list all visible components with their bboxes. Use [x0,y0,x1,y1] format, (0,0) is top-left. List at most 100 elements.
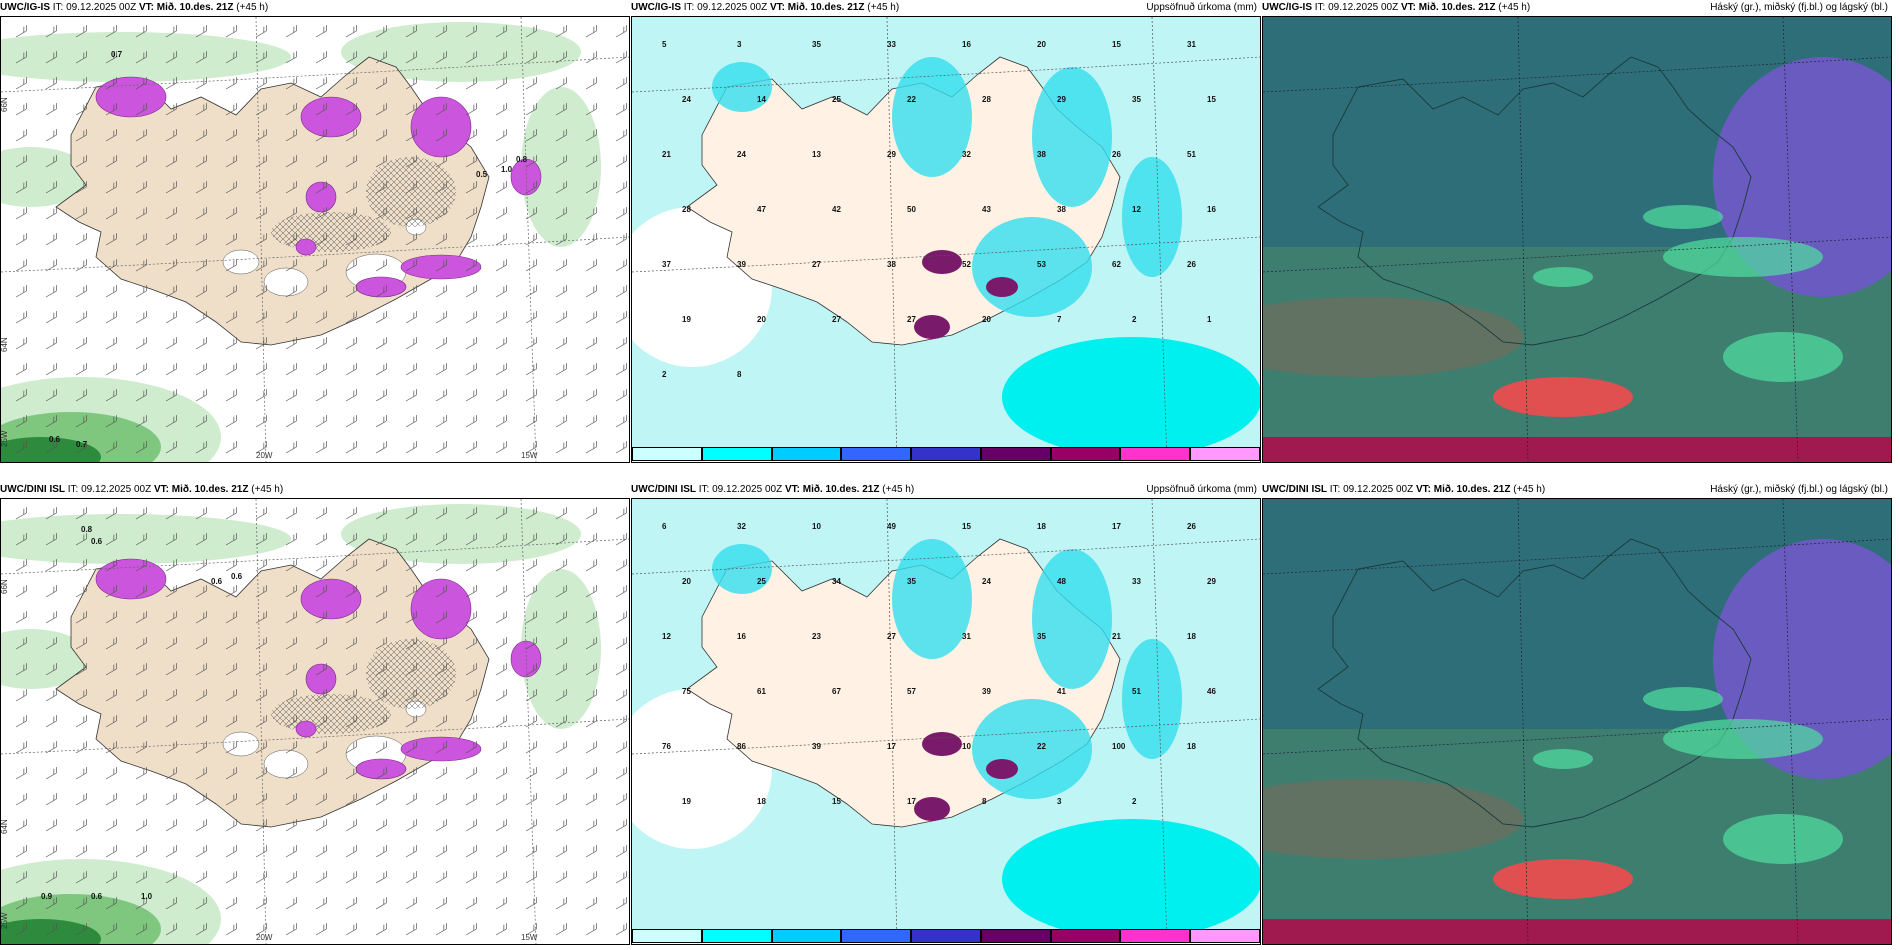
wind-barb [315,415,327,428]
wind-barb [375,25,387,38]
wind-barb [195,51,207,64]
mid-cloud-band [1663,237,1823,277]
map-frame[interactable] [1262,498,1892,945]
precip-value: 31 [1187,40,1196,49]
colorbar-label: 200 [1122,461,1137,462]
wind-barb [555,181,567,194]
wind-barb [495,611,507,624]
wind-barb [525,767,537,780]
wind-barb [255,285,267,298]
wind-barb [495,507,507,520]
wind-barb [225,389,237,402]
wind-barb [165,415,177,428]
wind-barb [255,871,267,884]
wind-barb [435,585,447,598]
graticule-line [632,236,1260,273]
wind-barb [465,871,477,884]
wind-barb [255,845,267,858]
wind-barb [105,259,117,272]
wind-barb [525,389,537,402]
wind-barb [525,363,537,376]
wind-barb [375,585,387,598]
graticule-line [1263,718,1891,755]
wind-barb [105,441,117,454]
wind-barb [195,663,207,676]
wind-barb [255,715,267,728]
precip-max [922,732,962,756]
wind-barb [405,871,417,884]
wind-barb [555,363,567,376]
wind-barb [555,767,567,780]
wind-barb [555,233,567,246]
precip-value: 18 [1187,632,1196,641]
mid-cloud-band [1723,814,1843,864]
wind-barb [165,663,177,676]
wind-barb [75,207,87,220]
map-frame[interactable] [1262,16,1892,463]
wind-barb [585,285,597,298]
map-frame[interactable]: 0.7 0.6 0.7 1.0 0.8 0.5 66N 64N 25W 20W 15W [0,16,630,463]
map-frame[interactable]: 5 3 35 33 16 20 15 31 24 14 25 22 28 29 35 15 21 24 13 29 32… [631,16,1261,463]
wind-barb [465,715,477,728]
wind-barb [315,25,327,38]
wind-barb [585,871,597,884]
wind-barb [405,585,417,598]
precip-value: 43 [982,205,991,214]
wind-barb [15,793,27,806]
wind-barb [375,103,387,116]
wind-barb [225,611,237,624]
wind-barb [75,77,87,90]
wind-barb [375,259,387,272]
wind-barb [195,611,207,624]
panel-header: UWC/IG-IS IT: 09.12.2025 00Z VT: Mið. 10… [1262,0,1892,16]
wind-barb [315,259,327,272]
wind-barb [585,611,597,624]
wind-barb [15,845,27,858]
wind-barb [165,689,177,702]
wind-barb [225,155,237,168]
precip-value: 16 [1207,205,1216,214]
wind-barb [165,637,177,650]
wind-barb [615,741,627,754]
wind-barb [75,337,87,350]
wind-barb [285,507,297,520]
wind-barb [285,389,297,402]
precip-value: 35 [812,40,821,49]
wind-barb [585,233,597,246]
wind-barb [165,767,177,780]
precip-value: 29 [1207,577,1216,586]
wind-barb [435,507,447,520]
wind-barb [585,533,597,546]
wind-barb [195,871,207,884]
precip-max [922,250,962,274]
wind-barb [375,337,387,350]
wind-barb [255,741,267,754]
cloud-area [521,87,601,247]
wind-barb [165,441,177,454]
wind-barb [165,337,177,350]
map-frame[interactable]: 6 32 10 49 15 18 17 26 20 25 34 35 24 48 33 29 12 16 23 27 3… [631,498,1261,945]
wind-barb [255,389,267,402]
wind-barb [615,767,627,780]
wind-barb [225,533,237,546]
map-frame[interactable]: 0.8 0.6 0.6 0.6 0.9 0.6 1.0 66N 64N 25W 20W 15W [0,498,630,945]
wind-barb [585,337,597,350]
wind-barb [465,845,477,858]
wind-barb [105,337,117,350]
wind-barb [225,507,237,520]
wind-barb [165,207,177,220]
wind-barb [525,897,537,910]
wind-barb [225,715,237,728]
precip-blob [305,663,337,695]
panel-ig-precip: UWC/IG-IS IT: 09.12.2025 00Z VT: Mið. 10… [631,0,1261,465]
it-value: 09.12.2025 00Z [81,484,152,495]
wind-barb [255,559,267,572]
wind-barb [45,233,57,246]
precip-value: 17 [1112,522,1121,531]
wind-barb [75,25,87,38]
precip-value: 32 [962,150,971,159]
wind-barb [15,871,27,884]
wind-barb [615,559,627,572]
wind-barb [615,663,627,676]
